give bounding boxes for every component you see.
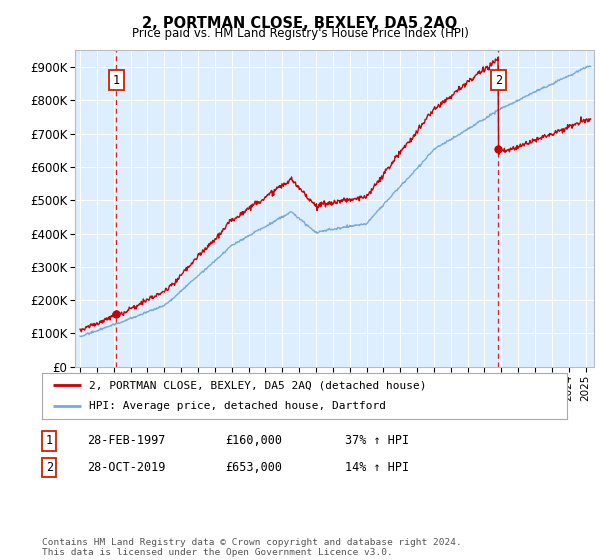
Text: 2: 2 [46, 461, 53, 474]
Text: Contains HM Land Registry data © Crown copyright and database right 2024.
This d: Contains HM Land Registry data © Crown c… [42, 538, 462, 557]
Text: 1: 1 [46, 434, 53, 447]
Text: 37% ↑ HPI: 37% ↑ HPI [345, 434, 409, 447]
Text: 2, PORTMAN CLOSE, BEXLEY, DA5 2AQ: 2, PORTMAN CLOSE, BEXLEY, DA5 2AQ [142, 16, 458, 31]
Text: 2, PORTMAN CLOSE, BEXLEY, DA5 2AQ (detached house): 2, PORTMAN CLOSE, BEXLEY, DA5 2AQ (detac… [89, 380, 427, 390]
Text: 28-OCT-2019: 28-OCT-2019 [87, 461, 166, 474]
Text: 28-FEB-1997: 28-FEB-1997 [87, 434, 166, 447]
Text: £653,000: £653,000 [225, 461, 282, 474]
Text: £160,000: £160,000 [225, 434, 282, 447]
Text: 1: 1 [113, 74, 120, 87]
Text: HPI: Average price, detached house, Dartford: HPI: Average price, detached house, Dart… [89, 402, 386, 412]
Text: 14% ↑ HPI: 14% ↑ HPI [345, 461, 409, 474]
Text: Price paid vs. HM Land Registry's House Price Index (HPI): Price paid vs. HM Land Registry's House … [131, 27, 469, 40]
Text: 2: 2 [495, 74, 502, 87]
